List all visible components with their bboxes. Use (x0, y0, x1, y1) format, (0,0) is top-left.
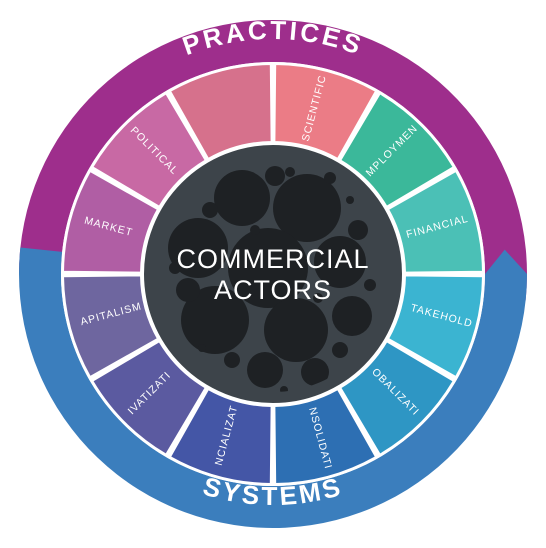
circular-diagram: PRACTICESSYSTEMSSCIENTIFICEMPLOYMENTFINA… (0, 0, 546, 548)
